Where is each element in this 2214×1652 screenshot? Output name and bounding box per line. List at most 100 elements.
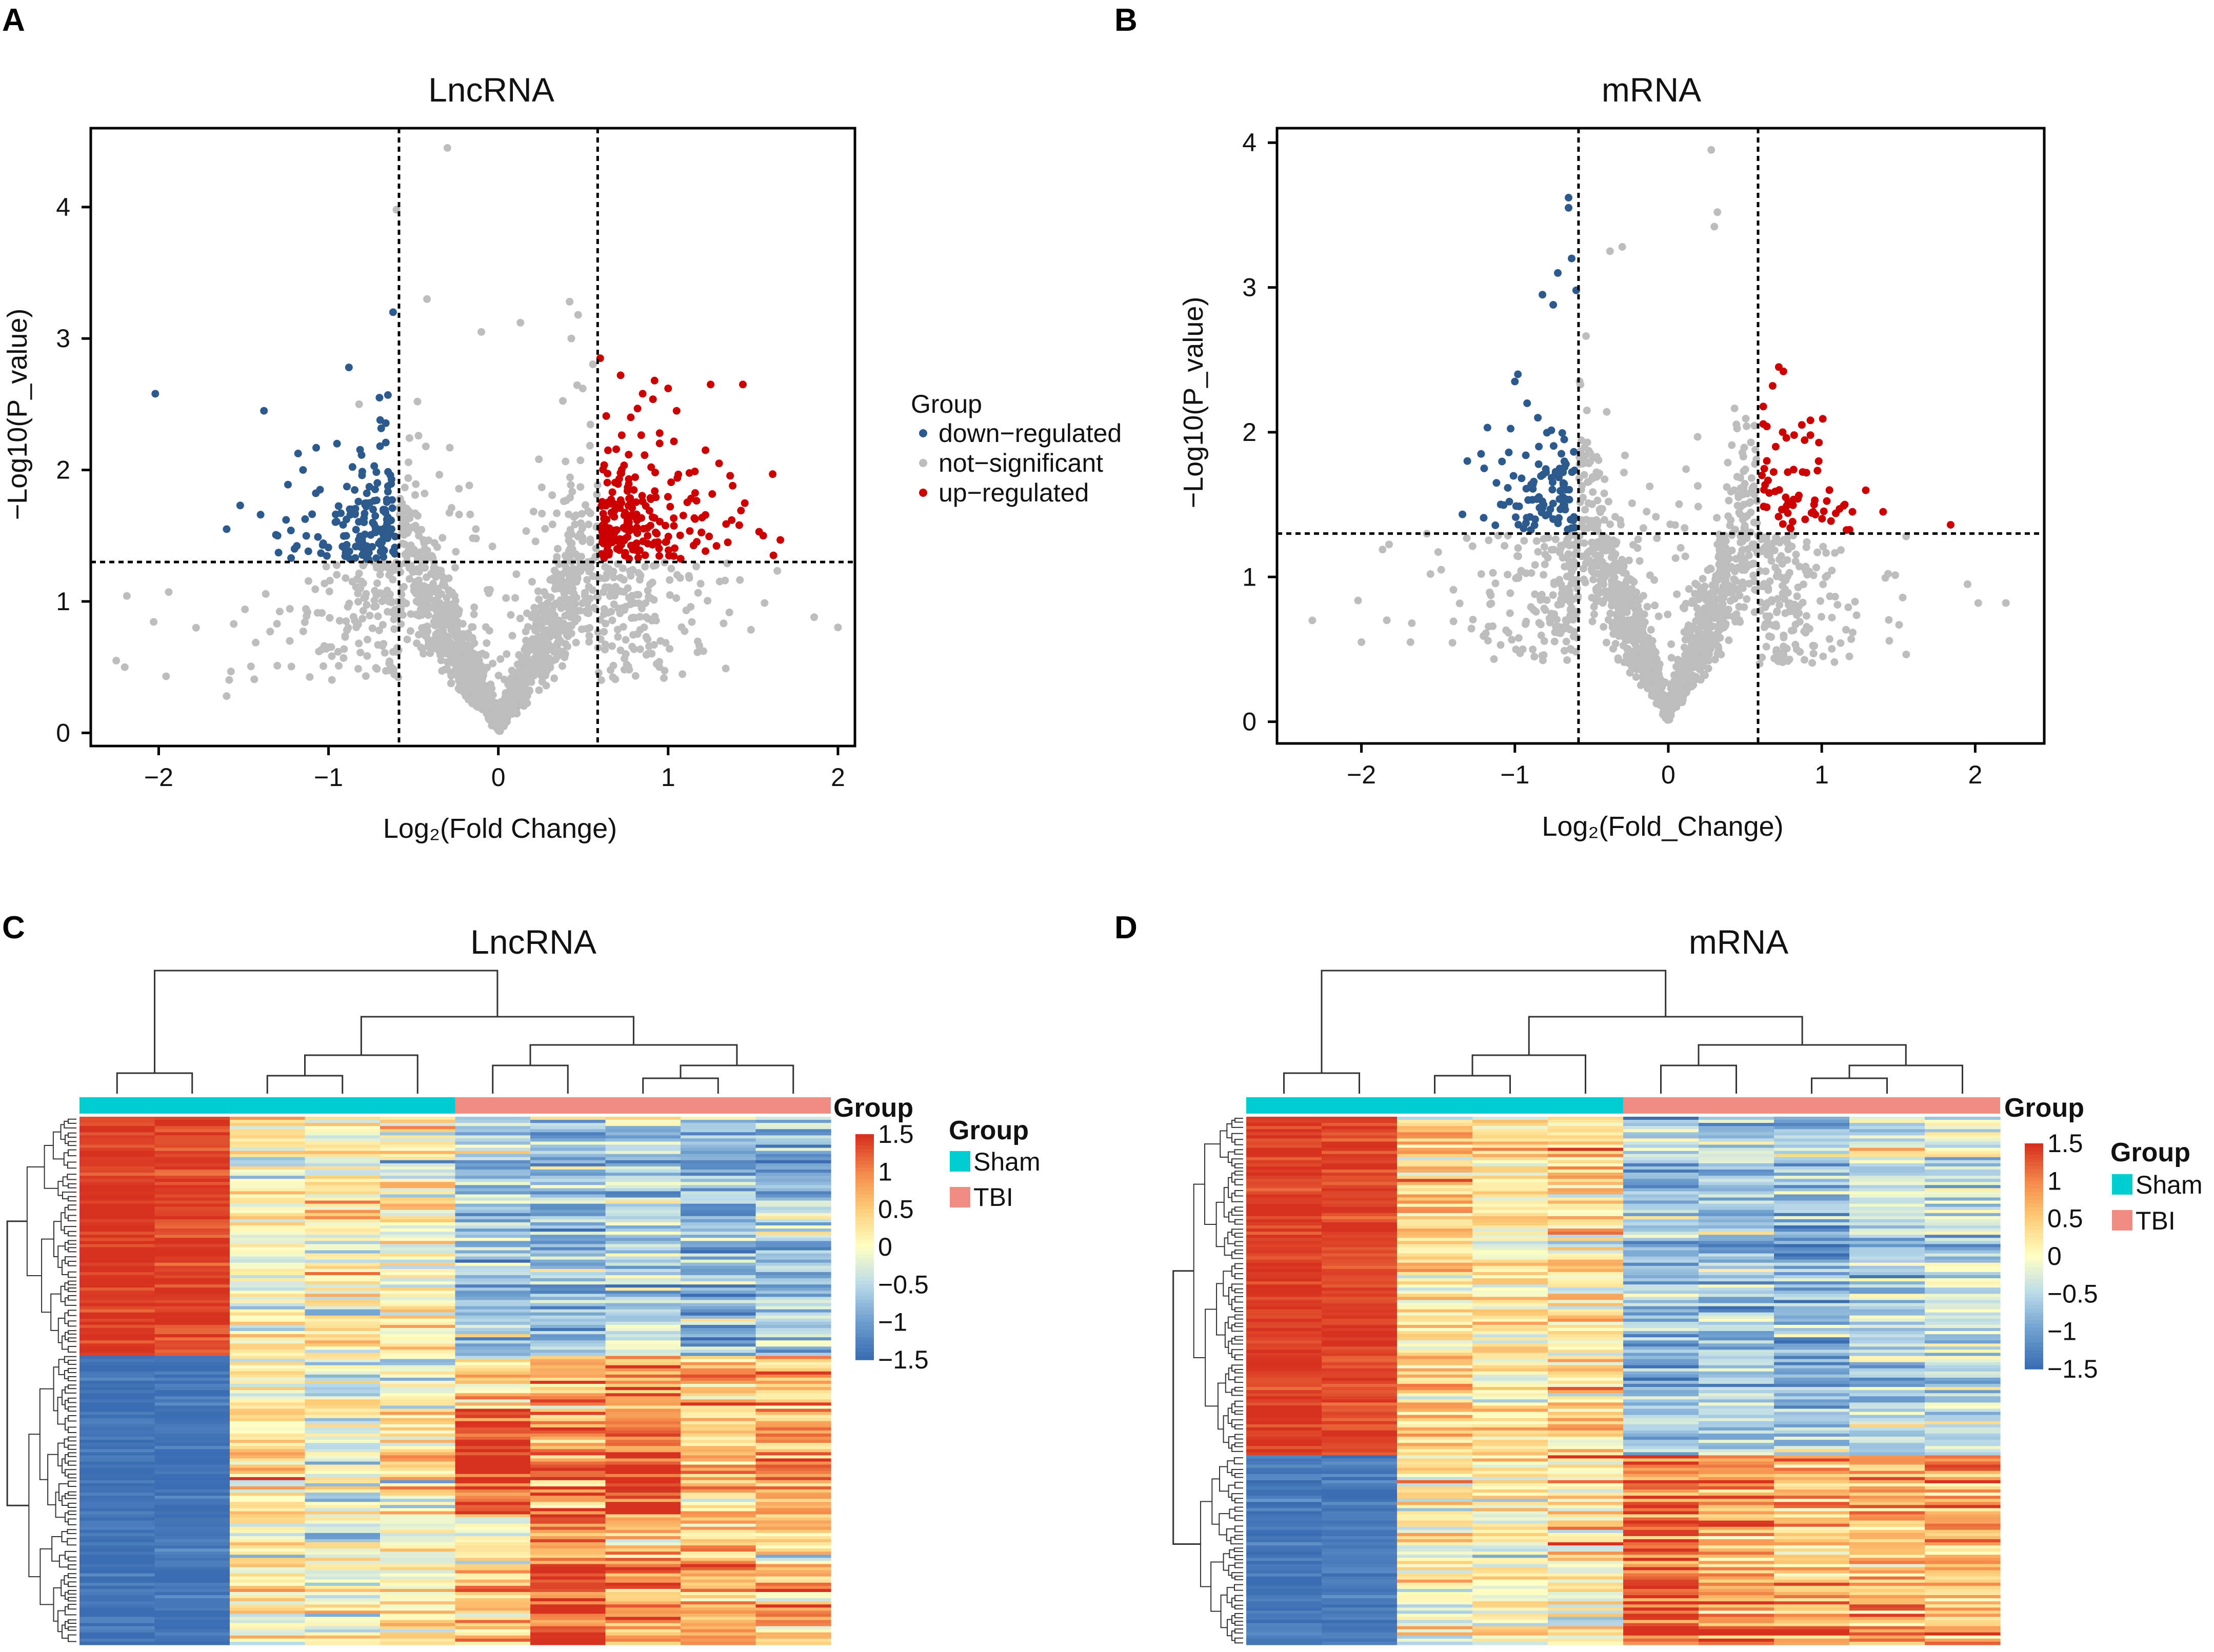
data-point — [585, 632, 593, 640]
data-point — [497, 698, 505, 706]
heatmap-cell — [380, 1377, 456, 1381]
heatmap-cell — [230, 1238, 306, 1241]
heatmap-cell — [154, 1356, 230, 1360]
heatmap-cell — [530, 1443, 606, 1446]
heatmap-cell — [755, 1250, 831, 1254]
heatmap-cell — [755, 1275, 831, 1279]
data-point — [423, 573, 430, 581]
heatmap-cell — [154, 1281, 230, 1285]
heatmap-cell — [79, 1315, 155, 1319]
data-point — [390, 615, 398, 623]
data-point — [1507, 425, 1514, 433]
data-point — [1725, 636, 1733, 644]
data-point — [633, 405, 642, 413]
data-point — [720, 619, 728, 628]
data-point — [465, 682, 473, 690]
heatmap-cell — [305, 1427, 381, 1431]
data-point — [1823, 497, 1831, 505]
data-point — [1600, 489, 1608, 497]
heatmap-cell — [380, 1412, 456, 1416]
heatmap-cell — [230, 1427, 306, 1431]
heatmap-cell — [681, 1216, 756, 1220]
data-point — [1724, 512, 1732, 520]
heatmap-cell — [455, 1430, 531, 1434]
data-point — [496, 655, 505, 663]
data-point — [610, 600, 618, 609]
data-point — [247, 662, 255, 671]
heatmap-cell — [230, 1353, 306, 1357]
heatmap-cell — [755, 1160, 831, 1164]
data-point — [1810, 500, 1818, 509]
dendrogram-branch — [58, 1359, 65, 1375]
heatmap-cell — [154, 1297, 230, 1301]
data-point — [503, 650, 511, 658]
heatmap-cell — [79, 1213, 155, 1217]
heatmap-cell — [530, 1415, 606, 1419]
data-point — [1646, 571, 1654, 579]
heatmap-cell — [230, 1117, 306, 1120]
heatmap-cell — [681, 1365, 756, 1369]
data-point — [1581, 506, 1589, 514]
heatmap-cell — [305, 1303, 381, 1307]
heatmap-cell — [455, 1179, 531, 1182]
data-point — [412, 590, 420, 597]
heatmap-cell — [681, 1402, 756, 1406]
data-point — [1579, 494, 1587, 501]
data-point — [571, 520, 579, 529]
data-point — [776, 536, 785, 544]
heatmap-cell — [455, 1334, 531, 1338]
data-point — [123, 592, 131, 600]
data-point — [470, 610, 478, 618]
heatmap-cell — [154, 1166, 230, 1170]
heatmap-cell — [681, 1415, 756, 1419]
data-point — [241, 606, 249, 613]
data-point — [562, 552, 569, 560]
row-dendrogram — [6, 1118, 76, 1642]
data-point — [340, 645, 348, 653]
data-point — [1467, 624, 1475, 633]
heatmap-cell — [305, 1412, 381, 1416]
heatmap-cell — [605, 1331, 681, 1335]
data-point — [1593, 562, 1602, 570]
heatmap-cell — [79, 1434, 155, 1437]
heatmap-cell — [380, 1427, 456, 1431]
data-point — [1780, 642, 1788, 651]
data-point — [374, 612, 382, 620]
heatmap-cell — [755, 1303, 831, 1307]
heatmap-cell — [305, 1219, 381, 1223]
heatmap-cell — [154, 1203, 230, 1207]
heatmap-cell — [305, 1337, 381, 1341]
heatmap-cell — [755, 1147, 831, 1152]
data-point — [610, 573, 618, 581]
heatmap-cell — [530, 1117, 606, 1120]
heatmap-cell — [305, 1284, 381, 1288]
heatmap-cell — [605, 1294, 681, 1298]
data-point — [650, 376, 659, 385]
data-point — [150, 618, 158, 626]
heatmap-cell — [530, 1424, 606, 1428]
data-point — [1560, 457, 1568, 466]
heatmap-cell — [305, 1120, 381, 1123]
data-point — [662, 521, 669, 530]
heatmap-cell — [455, 1275, 531, 1279]
data-point — [1565, 194, 1572, 202]
data-point — [1592, 598, 1601, 606]
heatmap-cell — [755, 1309, 831, 1313]
heatmap-cell — [755, 1381, 831, 1384]
heatmap-cell — [455, 1284, 531, 1288]
data-point — [266, 628, 274, 636]
heatmap-cell — [79, 1163, 155, 1167]
data-point — [443, 658, 451, 666]
heatmap-cell — [755, 1287, 831, 1291]
data-point — [1611, 550, 1620, 558]
heatmap-cell — [605, 1163, 681, 1167]
heatmap-cell — [305, 1324, 381, 1328]
heatmap-cell — [230, 1157, 306, 1161]
heatmap-cell — [605, 1399, 681, 1403]
data-point — [1819, 542, 1827, 551]
heatmap-cell — [755, 1440, 831, 1443]
heatmap-cell — [455, 1340, 531, 1344]
heatmap-cell — [681, 1197, 756, 1201]
data-point — [535, 455, 543, 464]
data-point — [602, 619, 610, 628]
